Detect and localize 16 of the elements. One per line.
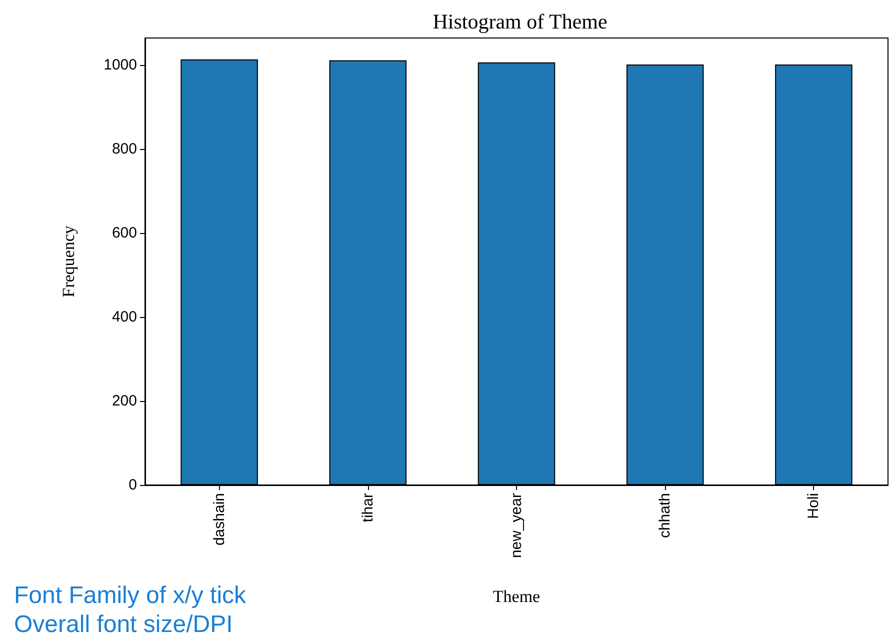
x-tick-label: tihar — [359, 493, 376, 522]
y-tick-label: 0 — [128, 476, 137, 494]
chart-title: Histogram of Theme — [432, 10, 608, 34]
x-tick-label: dashain — [210, 493, 228, 546]
y-tick-label: 400 — [112, 308, 137, 326]
x-tick-label: Holi — [805, 493, 822, 519]
x-axis-title: Theme — [492, 587, 540, 606]
y-tick-label: 600 — [112, 224, 137, 242]
x-tick-label: chhath — [656, 493, 674, 538]
x-tick-label: new_year — [508, 493, 525, 558]
y-tick-label: 1000 — [104, 56, 137, 74]
y-tick-label: 800 — [112, 140, 137, 158]
y-axis-title: Frequency — [59, 225, 78, 298]
text: Overall font size/DPI — [14, 610, 234, 639]
y-tick-label: 200 — [112, 392, 137, 410]
text: Font Family of x/y tick — [14, 581, 246, 610]
